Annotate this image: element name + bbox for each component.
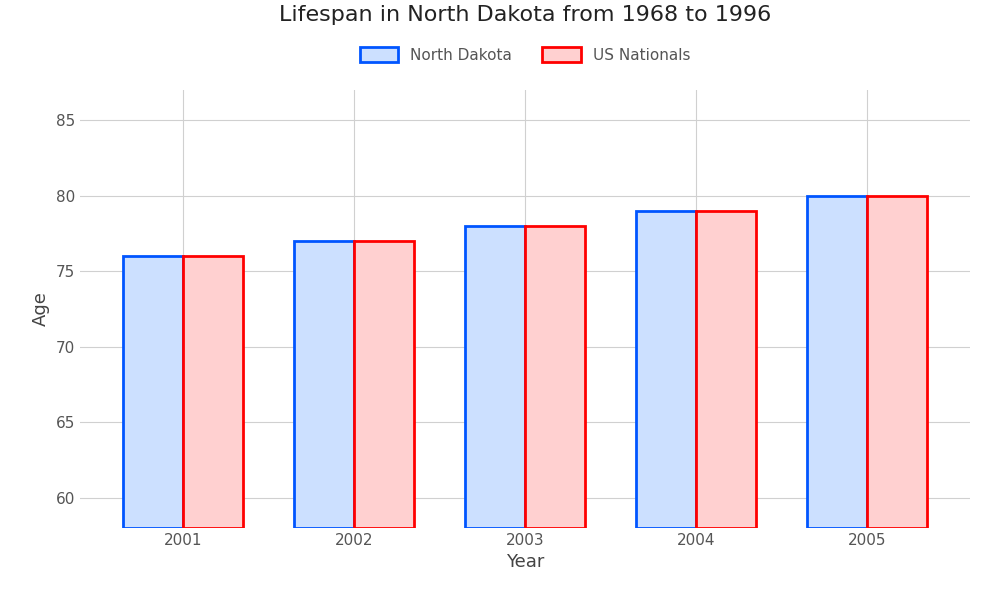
Y-axis label: Age: Age: [32, 292, 50, 326]
Bar: [354, 241, 414, 528]
Bar: [525, 226, 585, 528]
Bar: [807, 196, 867, 528]
Bar: [696, 211, 756, 528]
X-axis label: Year: Year: [506, 553, 544, 571]
Bar: [465, 226, 525, 528]
Legend: North Dakota, US Nationals: North Dakota, US Nationals: [354, 41, 696, 69]
Bar: [183, 256, 243, 528]
Title: Lifespan in North Dakota from 1968 to 1996: Lifespan in North Dakota from 1968 to 19…: [279, 5, 771, 25]
Bar: [294, 241, 354, 528]
Bar: [636, 211, 696, 528]
Bar: [123, 256, 183, 528]
Bar: [867, 196, 927, 528]
